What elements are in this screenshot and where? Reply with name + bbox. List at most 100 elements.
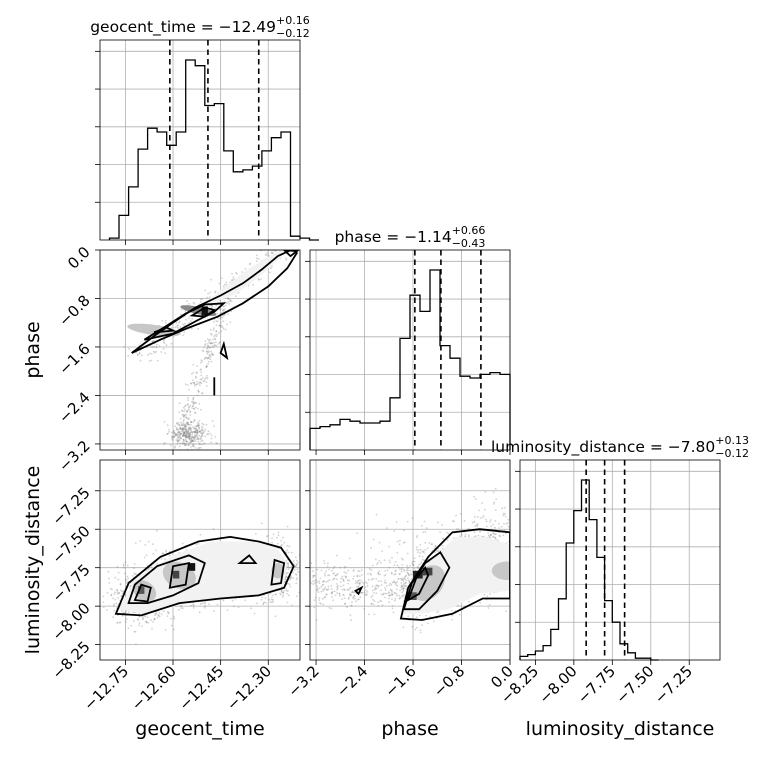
scatter-point (277, 534, 280, 537)
scatter-point (193, 381, 196, 384)
x-tick-label: −7.25 (651, 662, 696, 707)
scatter-point (323, 588, 326, 591)
scatter-point (295, 556, 297, 559)
scatter-point (177, 423, 180, 426)
x-tick-label: −7.75 (574, 662, 619, 707)
scatter-point (377, 571, 380, 574)
scatter-point (285, 257, 287, 259)
scatter-point (345, 575, 348, 578)
scatter-point (180, 308, 183, 311)
scatter-point (193, 443, 195, 446)
scatter-point (213, 344, 216, 347)
scatter-point (421, 558, 424, 561)
scatter-point (473, 520, 476, 523)
scatter-point (192, 381, 195, 384)
x-tick-label: −12.30 (223, 662, 275, 714)
panel-frame (309, 249, 511, 451)
scatter-point (210, 360, 213, 363)
scatter-point (200, 374, 203, 377)
scatter-point (163, 443, 165, 445)
scatter-point (389, 594, 391, 597)
scatter-point (173, 432, 176, 434)
scatter-point (365, 589, 367, 592)
scatter-point (195, 430, 198, 433)
scatter-point (192, 371, 195, 374)
scatter-point (192, 396, 195, 399)
scatter-point (332, 599, 334, 602)
scatter-point (315, 579, 317, 581)
scatter-point (274, 250, 276, 252)
scatter-point (114, 598, 117, 601)
scatter-point (359, 581, 361, 584)
scatter-point (188, 303, 190, 305)
scatter-point (411, 625, 414, 628)
scatter-point (203, 380, 206, 383)
scatter-point (206, 365, 208, 368)
scatter-point (187, 430, 189, 432)
scatter-point (348, 557, 351, 560)
scatter-point (208, 341, 211, 344)
scatter-point (348, 579, 351, 582)
scatter-point (173, 446, 176, 449)
scatter-point (121, 610, 123, 612)
scatter-point (182, 416, 185, 418)
scatter-point (188, 437, 191, 440)
scatter-point (420, 525, 423, 527)
scatter-point (286, 601, 289, 604)
scatter-point (191, 439, 194, 442)
scatter-point (190, 327, 193, 330)
scatter-point (186, 409, 189, 412)
title-median: −7.80 (668, 438, 716, 456)
scatter-point (190, 320, 192, 323)
scatter-point (275, 250, 277, 252)
scatter-point (280, 590, 283, 593)
scatter-point (187, 408, 190, 411)
scatter-point (290, 565, 293, 568)
scatter-point (400, 568, 403, 571)
contour-line (282, 250, 300, 258)
scatter-point (316, 585, 318, 587)
scatter-point (202, 432, 205, 434)
scatter-point (406, 520, 409, 523)
scatter-point (367, 578, 370, 581)
scatter-point (176, 435, 179, 438)
scatter-point (182, 406, 185, 409)
scatter-point (512, 564, 514, 566)
scatter-point (323, 562, 326, 565)
scatter-point (288, 578, 291, 581)
scatter-point (287, 246, 289, 248)
scatter-point (318, 580, 321, 583)
scatter-point (229, 321, 232, 324)
scatter-point (235, 295, 237, 298)
scatter-point (331, 569, 333, 572)
scatter-point (385, 585, 388, 587)
scatter-point (155, 346, 158, 349)
scatter-point (467, 527, 470, 530)
scatter-point (106, 591, 109, 594)
scatter-point (313, 599, 316, 601)
scatter-point (192, 399, 195, 401)
scatter-point (200, 368, 202, 371)
scatter-point (325, 581, 328, 583)
scatter-point (195, 435, 198, 438)
scatter-point (187, 432, 190, 434)
scatter-point (374, 587, 376, 590)
scatter-point (212, 353, 215, 356)
scatter-point (417, 549, 420, 551)
scatter-point (355, 580, 357, 583)
scatter-point (377, 580, 380, 582)
scatter-point (173, 431, 176, 434)
scatter-point (289, 585, 292, 588)
scatter-point (405, 588, 408, 590)
scatter-point (204, 289, 207, 292)
scatter-point (389, 561, 391, 564)
scatter-point (304, 578, 306, 580)
scatter-point (185, 404, 187, 407)
scatter-point (219, 324, 221, 326)
scatter-point (176, 443, 179, 445)
scatter-point (199, 533, 202, 536)
scatter-point (171, 435, 173, 438)
scatter-point (483, 535, 485, 538)
x-tick-label: −1.6 (381, 662, 419, 700)
scatter-point (203, 606, 206, 609)
